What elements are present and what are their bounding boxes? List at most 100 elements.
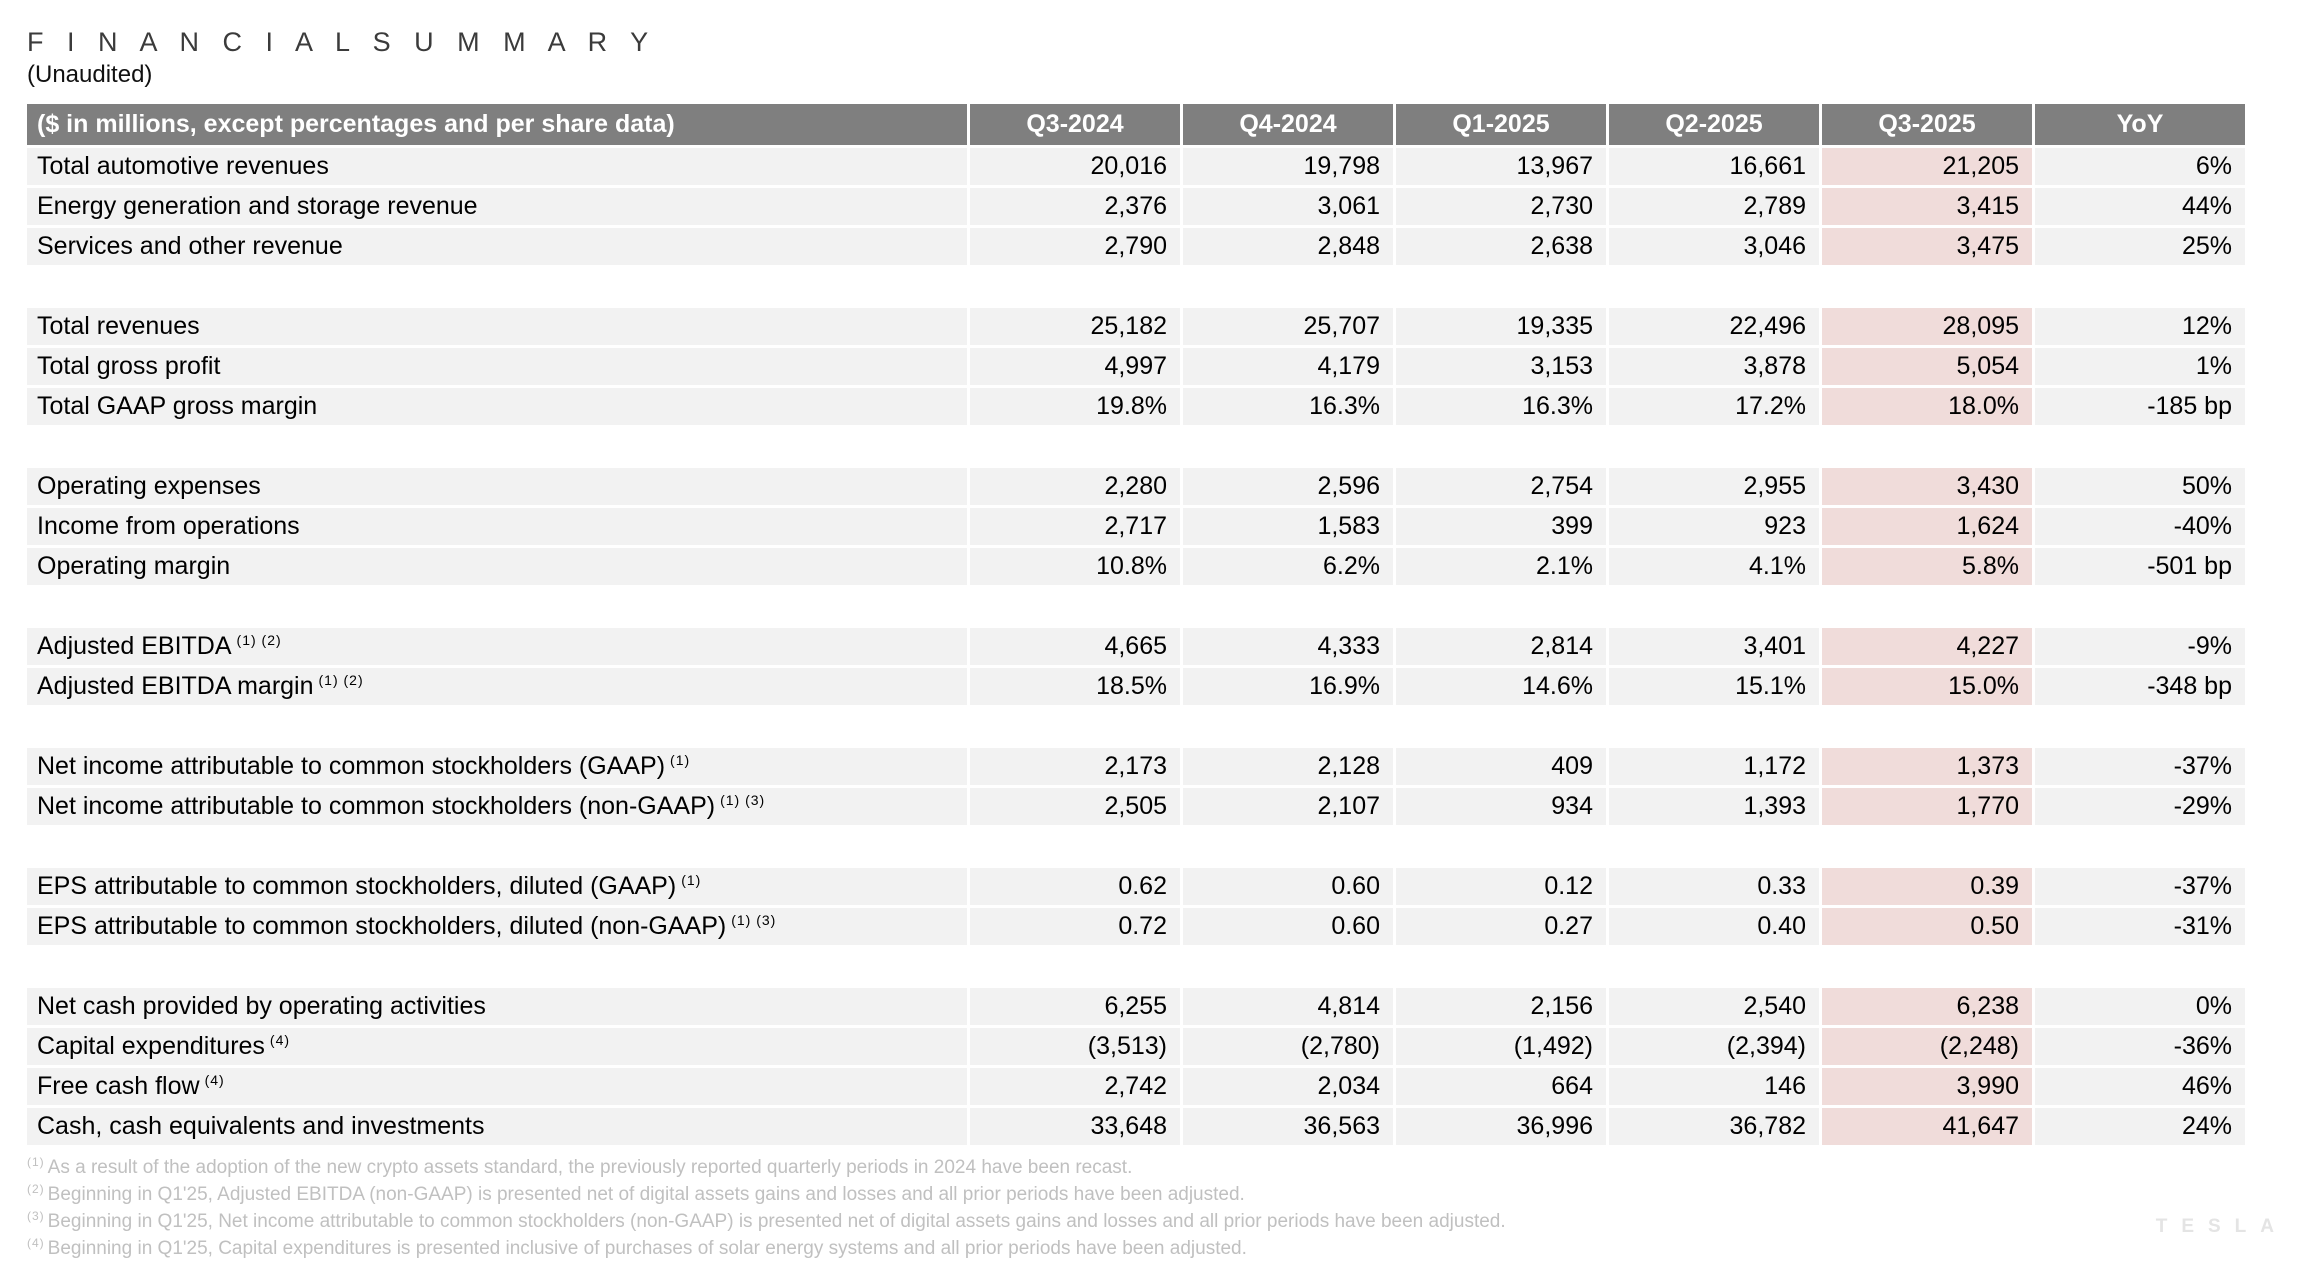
value-cell: 25,182 xyxy=(970,308,1180,345)
value-cell: 2,814 xyxy=(1396,628,1606,665)
table-row: Adjusted EBITDA margin (1) (2) 18.5% 16.9% 1… xyxy=(27,668,2245,705)
row-label: Cash, cash equivalents and investments xyxy=(27,1108,967,1145)
table-row: Capital expenditures (4) (3,513) (2,780) (1,… xyxy=(27,1028,2245,1065)
value-cell: 19,335 xyxy=(1396,308,1606,345)
value-cell: 0.62 xyxy=(970,868,1180,905)
value-cell: 2,505 xyxy=(970,788,1180,825)
value-cell: 16.9% xyxy=(1183,668,1393,705)
value-cell: 409 xyxy=(1396,748,1606,785)
value-cell: 2.1% xyxy=(1396,548,1606,585)
value-cell: 19,798 xyxy=(1183,148,1393,185)
value-cell: 146 xyxy=(1609,1068,1819,1105)
value-cell: -348 bp xyxy=(2035,668,2245,705)
page-title: F I N A N C I A L S U M M A R Y xyxy=(27,27,657,57)
value-cell: 15.1% xyxy=(1609,668,1819,705)
footnote-marker: (2) xyxy=(27,1181,45,1196)
footnote: (2) Beginning in Q1'25, Adjusted EBITDA (… xyxy=(27,1181,1245,1205)
footnote-marker: (4) xyxy=(27,1235,45,1250)
value-cell: 3,430 xyxy=(1822,468,2032,505)
value-cell: 5,054 xyxy=(1822,348,2032,385)
value-cell: 16.3% xyxy=(1183,388,1393,425)
value-cell: 50% xyxy=(2035,468,2245,505)
value-cell: 4,227 xyxy=(1822,628,2032,665)
table-row: Net cash provided by operating activitie… xyxy=(27,988,2245,1025)
row-label: Adjusted EBITDA (1) (2) xyxy=(27,628,967,665)
value-cell: 2,717 xyxy=(970,508,1180,545)
column-header-q3-2024: Q3-2024 xyxy=(970,104,1180,145)
value-cell: 2,596 xyxy=(1183,468,1393,505)
tesla-logo: TESLA xyxy=(2155,1216,2288,1237)
value-cell: -37% xyxy=(2035,748,2245,785)
table-row: EPS attributable to common stockholders,… xyxy=(27,868,2245,905)
value-cell: 3,061 xyxy=(1183,188,1393,225)
value-cell: 4,333 xyxy=(1183,628,1393,665)
value-cell: 46% xyxy=(2035,1068,2245,1105)
value-cell: 2,789 xyxy=(1609,188,1819,225)
value-cell: 21,205 xyxy=(1822,148,2032,185)
column-header-yoy: YoY xyxy=(2035,104,2245,145)
footnote-reference: (4) xyxy=(204,1071,225,1088)
value-cell: 18.0% xyxy=(1822,388,2032,425)
value-cell: 3,401 xyxy=(1609,628,1819,665)
value-cell: 2,128 xyxy=(1183,748,1393,785)
footnote-marker: (3) xyxy=(27,1208,45,1223)
footnote-reference: (4) xyxy=(269,1031,291,1048)
value-cell: 22,496 xyxy=(1609,308,1819,345)
value-cell: 25,707 xyxy=(1183,308,1393,345)
table-header-row: ($ in millions, except percentages and p… xyxy=(27,104,2245,145)
value-cell: 10.8% xyxy=(970,548,1180,585)
column-header-q1-2025: Q1-2025 xyxy=(1396,104,1606,145)
value-cell: 0.72 xyxy=(970,908,1180,945)
value-cell: 3,878 xyxy=(1609,348,1819,385)
table-row: Net income attributable to common stockh… xyxy=(27,748,2245,785)
value-cell: 399 xyxy=(1396,508,1606,545)
value-cell: -31% xyxy=(2035,908,2245,945)
value-cell: 0.39 xyxy=(1822,868,2032,905)
value-cell: -9% xyxy=(2035,628,2245,665)
table-row: Energy generation and storage revenue 2,3… xyxy=(27,188,2245,225)
row-label: EPS attributable to common stockholders,… xyxy=(27,908,967,945)
value-cell: 16,661 xyxy=(1609,148,1819,185)
value-cell: 5.8% xyxy=(1822,548,2032,585)
value-cell: 36,563 xyxy=(1183,1108,1393,1145)
table-row: Services and other revenue 2,790 2,848 2,63… xyxy=(27,228,2245,265)
table-row: Cash, cash equivalents and investments 33… xyxy=(27,1108,2245,1145)
value-cell: 2,173 xyxy=(970,748,1180,785)
value-cell: 12% xyxy=(2035,308,2245,345)
row-label: Total automotive revenues xyxy=(27,148,967,185)
financial-summary-table: ($ in millions, except percentages and p… xyxy=(27,104,2245,1145)
value-cell: 18.5% xyxy=(970,668,1180,705)
row-label: Capital expenditures (4) xyxy=(27,1028,967,1065)
value-cell: 934 xyxy=(1396,788,1606,825)
value-cell: 2,754 xyxy=(1396,468,1606,505)
footnote-reference: (1) xyxy=(670,751,691,768)
row-label: Net income attributable to common stockh… xyxy=(27,788,967,825)
value-cell: 0% xyxy=(2035,988,2245,1025)
value-cell: 44% xyxy=(2035,188,2245,225)
footnote-reference: (1) (3) xyxy=(720,791,766,808)
row-label: Energy generation and storage revenue xyxy=(27,188,967,225)
table-row: Operating expenses 2,280 2,596 2,754 2,955 3,… xyxy=(27,468,2245,505)
value-cell: 1,172 xyxy=(1609,748,1819,785)
table-row: EPS attributable to common stockholders,… xyxy=(27,908,2245,945)
table-row: Free cash flow (4) 2,742 2,034 664 146 3,990 46… xyxy=(27,1068,2245,1105)
value-cell: (3,513) xyxy=(970,1028,1180,1065)
value-cell: 2,742 xyxy=(970,1068,1180,1105)
value-cell: 1,373 xyxy=(1822,748,2032,785)
value-cell: 3,046 xyxy=(1609,228,1819,265)
value-cell: 15.0% xyxy=(1822,668,2032,705)
value-cell: -37% xyxy=(2035,868,2245,905)
footnote-reference: (1) xyxy=(681,871,702,888)
value-cell: 14.6% xyxy=(1396,668,1606,705)
value-cell: 3,990 xyxy=(1822,1068,2032,1105)
value-cell: 13,967 xyxy=(1396,148,1606,185)
value-cell: (2,248) xyxy=(1822,1028,2032,1065)
group-spacer xyxy=(27,828,2245,865)
value-cell: 2,156 xyxy=(1396,988,1606,1025)
table-row: Operating margin 10.8% 6.2% 2.1% 4.1% 5.8% -50… xyxy=(27,548,2245,585)
table-row: Total gross profit 4,997 4,179 3,153 3,878 5,… xyxy=(27,348,2245,385)
footnotes: (1) As a result of the adoption of the ne… xyxy=(27,1154,2306,1262)
value-cell: (2,394) xyxy=(1609,1028,1819,1065)
value-cell: 0.60 xyxy=(1183,908,1393,945)
value-cell: 3,153 xyxy=(1396,348,1606,385)
